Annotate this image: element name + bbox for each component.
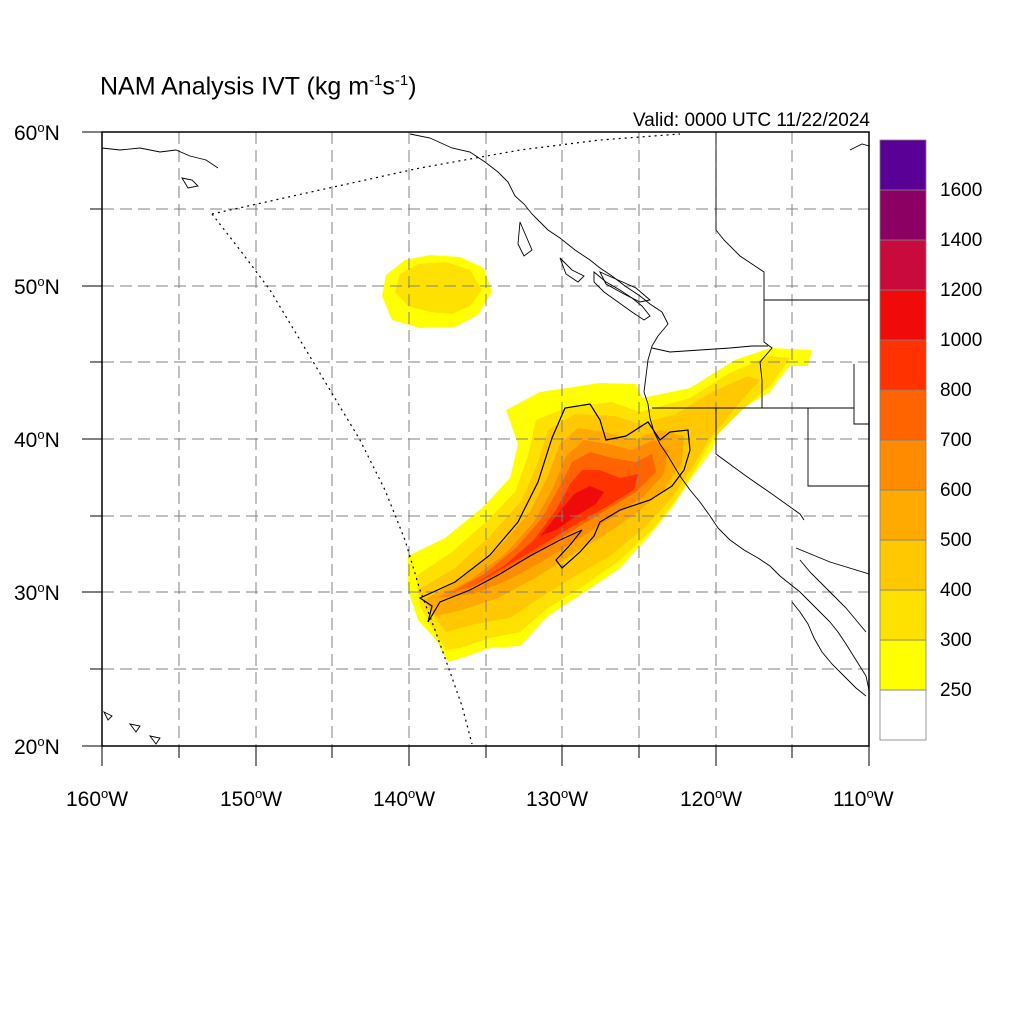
colorbar-swatch xyxy=(879,189,927,241)
ivt-shading xyxy=(382,255,812,662)
colorbar-label-1200: 1200 xyxy=(940,280,983,301)
colorbar-label-1600: 1600 xyxy=(940,180,983,201)
lon-label-160w: 160oW xyxy=(66,786,129,811)
lon-label-130w: 130oW xyxy=(526,786,589,811)
colorbar-label-600: 600 xyxy=(940,480,972,501)
colorbar-swatch xyxy=(879,289,927,341)
colorbar-swatch xyxy=(879,139,927,191)
ivt-300-region-north xyxy=(395,262,482,314)
lat-label-50: 50oN xyxy=(14,274,60,299)
state-borders xyxy=(651,132,869,575)
colorbar-label-1400: 1400 xyxy=(940,230,983,251)
colorbar-label-250: 250 xyxy=(940,680,972,701)
lon-label-150w: 150oW xyxy=(220,786,283,811)
colorbar-swatch xyxy=(879,489,927,541)
map-title: NAM Analysis IVT (kg m-1s-1) xyxy=(100,72,417,101)
colorbar-swatch xyxy=(879,689,927,741)
colorbar-label-300: 300 xyxy=(940,630,972,651)
colorbar-label-1000: 1000 xyxy=(940,330,983,351)
west-coast xyxy=(643,311,869,691)
lon-label-140w: 140oW xyxy=(373,786,436,811)
bc-islands xyxy=(517,221,651,303)
alaska-coast xyxy=(409,133,663,313)
colorbar-swatch xyxy=(879,539,927,591)
lat-label-30: 30oN xyxy=(14,580,60,605)
ivt-1000-core xyxy=(540,486,604,536)
lon-label-110w: 110oW xyxy=(833,786,894,811)
colorbar-swatch xyxy=(879,589,927,641)
colorbar-swatch xyxy=(879,439,927,491)
ivt-contour-line xyxy=(418,403,691,623)
lat-label-60: 60oN xyxy=(14,120,60,145)
nam-domain-boundary xyxy=(211,133,681,745)
lat-label-40: 40oN xyxy=(14,427,60,452)
colorbar-label-700: 700 xyxy=(940,430,972,451)
colorbar xyxy=(879,139,927,741)
valid-time: Valid: 0000 UTC 11/22/2024 xyxy=(633,110,870,131)
colorbar-swatch xyxy=(879,239,927,291)
vancouver-island xyxy=(593,271,651,321)
colorbar-swatch xyxy=(879,639,927,691)
gulf-of-california xyxy=(799,559,867,633)
aleutian-bits xyxy=(102,177,199,745)
colorbar-swatch xyxy=(879,339,927,391)
graticule xyxy=(102,132,869,746)
colorbar-swatch xyxy=(879,389,927,441)
coastlines xyxy=(102,133,869,745)
lat-label-20: 20oN xyxy=(14,734,60,759)
baja-coast xyxy=(791,601,867,697)
colorbar-label-400: 400 xyxy=(940,580,972,601)
alaska-interior xyxy=(102,147,219,169)
hudson-bit xyxy=(849,143,869,151)
tick-marks xyxy=(82,131,870,766)
lon-label-120w: 120oW xyxy=(680,786,743,811)
colorbar-label-500: 500 xyxy=(940,530,972,551)
colorbar-label-800: 800 xyxy=(940,380,972,401)
